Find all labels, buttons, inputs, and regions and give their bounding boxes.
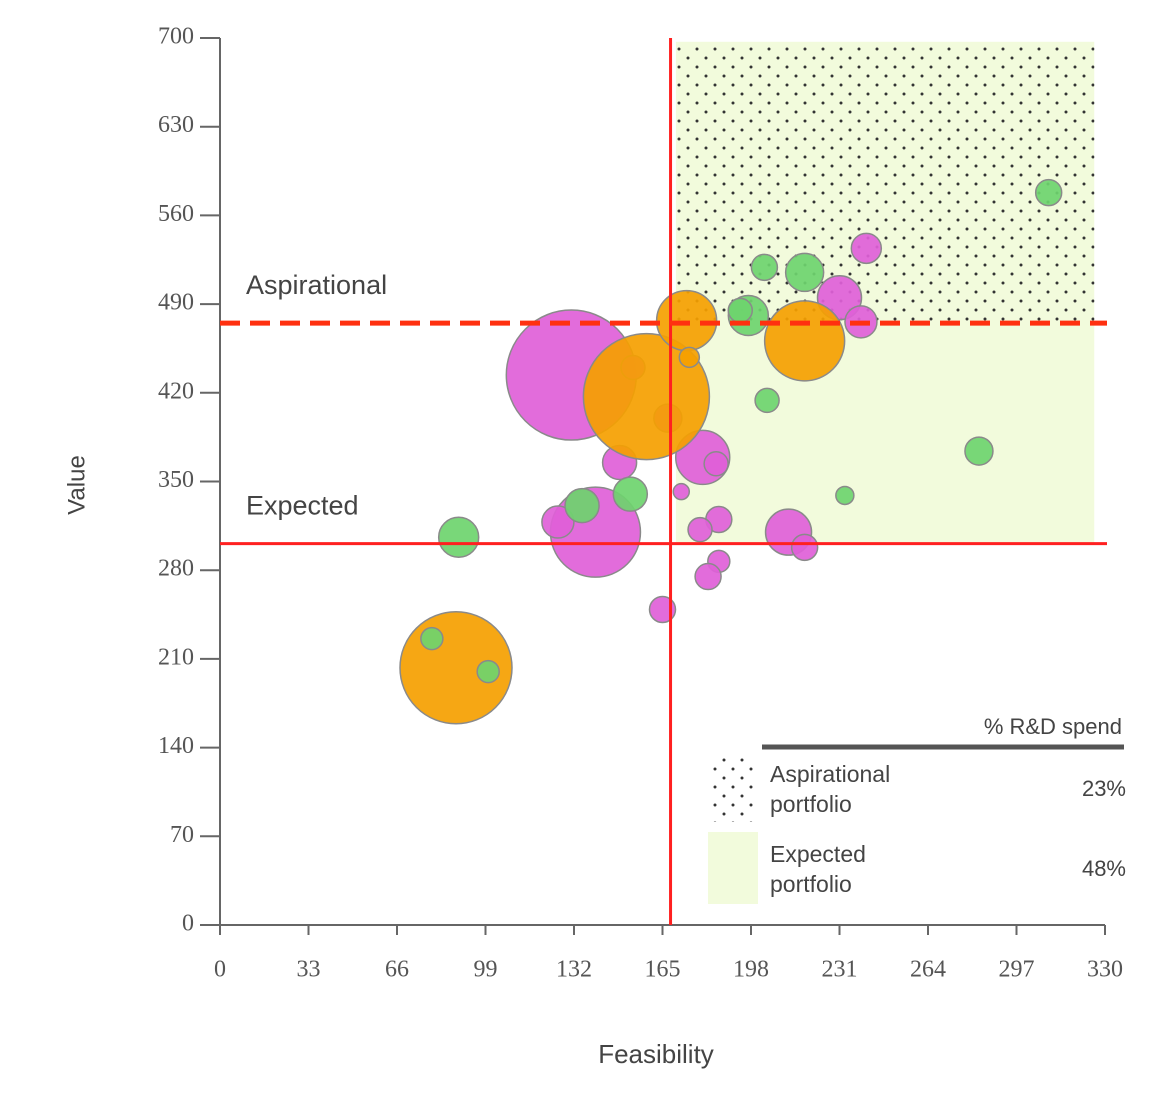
y-axis-title: Value [63, 455, 90, 515]
bubble [564, 487, 600, 524]
bubble [750, 253, 779, 282]
bubble [437, 516, 480, 559]
legend-swatch [708, 832, 758, 904]
x-axis-title: Feasibility [598, 1039, 714, 1069]
legend-label: Aspirational [770, 761, 890, 787]
legend-value: 23% [1082, 776, 1126, 801]
bubble [541, 505, 575, 539]
x-tick-label: 33 [297, 957, 321, 983]
y-tick-label: 490 [158, 290, 194, 316]
y-tick-label: 280 [158, 556, 194, 582]
bubble [678, 346, 701, 369]
bubble [784, 252, 825, 293]
bubble [754, 387, 780, 414]
bubble [672, 482, 691, 501]
y-tick-label: 420 [158, 378, 194, 404]
bubble [703, 451, 729, 477]
bubble [835, 485, 855, 506]
region [675, 41, 1095, 324]
y-tick-label: 350 [158, 467, 194, 493]
legend-label: portfolio [770, 871, 852, 897]
bubble [648, 595, 677, 624]
x-tick-label: 198 [733, 957, 769, 983]
bubble [687, 516, 713, 543]
reference-label: Aspirational [246, 270, 387, 300]
bubble [1034, 178, 1063, 207]
bubble [612, 476, 649, 512]
x-tick-label: 0 [214, 957, 226, 983]
y-tick-label: 70 [170, 822, 194, 848]
bubble [694, 562, 722, 591]
bubble [582, 332, 711, 461]
y-tick-label: 210 [158, 644, 194, 670]
y-tick-label: 140 [158, 733, 194, 759]
y-tick-label: 630 [158, 112, 194, 138]
x-tick-label: 132 [556, 957, 592, 983]
reference-label: Expected [246, 491, 359, 521]
y-tick-label: 700 [158, 24, 194, 50]
x-tick-label: 231 [822, 957, 858, 983]
x-tick-label: 297 [999, 957, 1035, 983]
bubble [655, 289, 718, 352]
y-tick-label: 560 [158, 201, 194, 227]
x-tick-label: 330 [1087, 957, 1123, 983]
x-tick-label: 66 [385, 957, 409, 983]
x-tick-label: 99 [474, 957, 498, 983]
bubble [763, 300, 846, 382]
x-tick-label: 165 [645, 957, 681, 983]
bubble [964, 436, 994, 466]
legend-label: portfolio [770, 791, 852, 817]
legend-swatch [710, 758, 758, 822]
bubble [476, 659, 500, 684]
legend-value: 48% [1082, 856, 1126, 881]
bubble [420, 626, 444, 651]
bubble [727, 297, 754, 324]
x-tick-label: 264 [910, 957, 946, 983]
legend-title: % R&D spend [984, 714, 1122, 739]
bubble [790, 533, 819, 562]
legend-label: Expected [770, 841, 866, 867]
bubble [850, 232, 883, 265]
y-tick-label: 0 [182, 911, 194, 937]
